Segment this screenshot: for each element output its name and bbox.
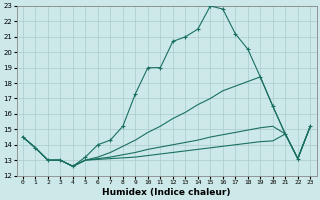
X-axis label: Humidex (Indice chaleur): Humidex (Indice chaleur) [102,188,231,197]
